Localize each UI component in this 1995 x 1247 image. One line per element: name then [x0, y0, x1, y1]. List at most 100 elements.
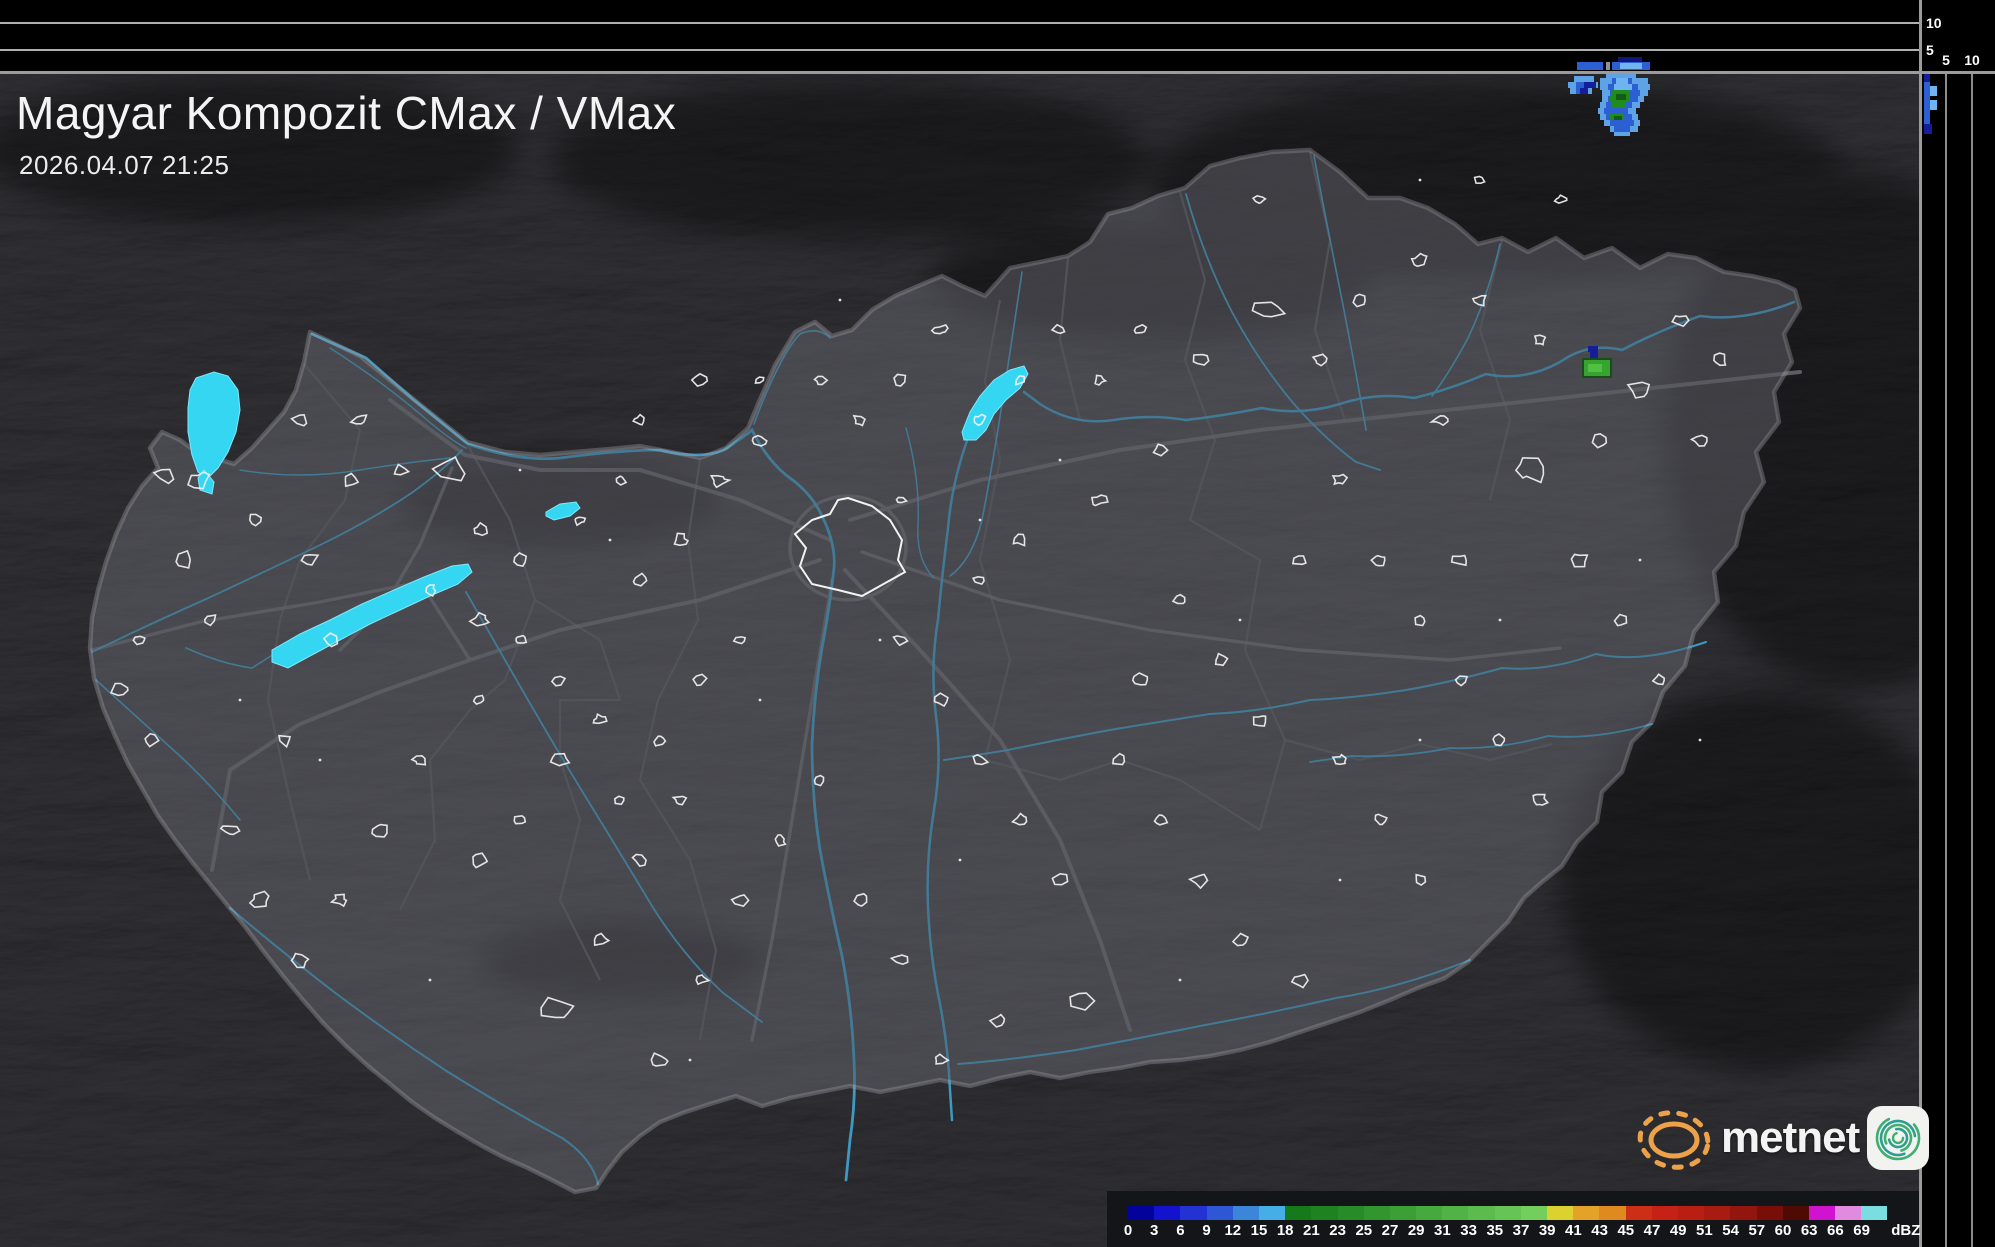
radar-echo-cell — [1614, 84, 1632, 90]
settlement-outline — [175, 549, 192, 569]
legend-cell — [1363, 1206, 1390, 1220]
radar-echo-cell — [1590, 352, 1598, 358]
settlement-outline — [852, 414, 867, 427]
settlement-outline — [473, 521, 489, 537]
legend-tick-label: 15 — [1250, 1222, 1268, 1239]
legend-tick-label: 35 — [1486, 1222, 1504, 1239]
settlement-outline — [653, 735, 667, 747]
settlement-outline — [1331, 473, 1349, 486]
radar-echo-cell — [1588, 364, 1602, 372]
settlement-outline — [1012, 533, 1026, 547]
legend-cell — [1835, 1206, 1862, 1220]
settlement-outline — [203, 614, 217, 627]
settlement-outline — [1069, 992, 1096, 1011]
settlement-outline — [349, 414, 368, 425]
settlement-outline — [632, 413, 645, 426]
legend-cell — [1599, 1206, 1626, 1220]
settlement-dot — [878, 638, 882, 642]
settlement-outline — [1050, 323, 1066, 335]
radar-echo-cell — [1614, 116, 1622, 120]
radar-echo-cell — [1620, 63, 1642, 69]
settlement-outline — [1591, 432, 1608, 449]
settlement-dot — [838, 298, 842, 302]
settlement-outline — [1331, 753, 1347, 766]
settlement-outline — [813, 375, 829, 386]
legend-tick-label: 21 — [1303, 1222, 1320, 1239]
legend-cell — [1442, 1206, 1469, 1220]
legend-cell — [1232, 1206, 1259, 1220]
legend-cell — [1389, 1206, 1417, 1220]
lake-balaton — [271, 563, 473, 669]
legend-tick-label: 37 — [1512, 1222, 1530, 1239]
legend-cell — [1468, 1206, 1495, 1220]
settlement-outline — [631, 853, 647, 867]
legend-cell — [1730, 1206, 1757, 1220]
settlement-outline — [1471, 294, 1487, 307]
settlement-outline — [322, 632, 339, 648]
radar-echo-cell — [1612, 90, 1630, 96]
settlement-outline — [1570, 553, 1589, 568]
settlement-outline — [1251, 195, 1267, 205]
settlement-outline — [1553, 194, 1568, 204]
settlement-outline — [1689, 434, 1708, 447]
legend-tick-label: 18 — [1276, 1222, 1294, 1239]
settlement-dot — [1638, 558, 1642, 562]
settlement-outline — [709, 474, 732, 489]
settlement-dot — [978, 518, 982, 522]
radar-echo-cell — [1616, 94, 1626, 100]
outside-country-shade — [0, 73, 1919, 1247]
settlement-outline — [930, 324, 949, 335]
legend-tick-label: 69 — [1853, 1222, 1870, 1239]
right-axis-label-10: 10 — [1964, 52, 1980, 68]
settlement-outline — [1492, 733, 1506, 747]
settlement-outline — [1112, 752, 1126, 766]
settlement-outline — [1133, 323, 1148, 334]
settlement-outline — [1713, 352, 1727, 367]
settlement-outline — [1214, 652, 1229, 667]
right-axis-label-5: 5 — [1942, 52, 1950, 68]
radar-echo-cell — [1606, 62, 1610, 70]
legend-tick-label: 45 — [1617, 1222, 1635, 1239]
settlement-dot — [1418, 738, 1422, 742]
settlement-outline — [1450, 554, 1468, 567]
settlement-outline — [754, 376, 765, 384]
right-panel-separator — [1919, 0, 1922, 1247]
settlement-dot — [428, 978, 432, 982]
legend-cell — [1651, 1206, 1678, 1220]
radar-echo-right-projection — [1924, 74, 1937, 134]
cross-section-top-panel — [0, 0, 1919, 71]
settlement-outline — [893, 373, 907, 387]
settlement-outline — [1414, 614, 1426, 627]
lake-ferto — [187, 371, 241, 479]
settlement-outline — [973, 413, 987, 427]
cross-section-right-panel — [1922, 0, 1995, 1247]
settlement-outline — [1090, 494, 1109, 507]
map-canvas — [0, 73, 1919, 1247]
settlement-outline — [300, 553, 320, 566]
settlement-outline — [971, 575, 985, 586]
radar-echo-cell — [1580, 88, 1588, 94]
settlement-dot — [688, 1058, 692, 1062]
radar-echo-cell — [1924, 124, 1932, 134]
settlement-outline — [892, 635, 909, 647]
top-axis-label-10: 10 — [1926, 15, 1942, 31]
legend-cell — [1337, 1206, 1364, 1220]
radar-echo-cell — [1574, 76, 1594, 82]
legend-cell — [1285, 1206, 1312, 1220]
settlement-outline — [1311, 353, 1328, 367]
legend-cell — [1677, 1206, 1705, 1220]
settlement-outline — [290, 952, 310, 969]
radar-echo-cell — [1924, 82, 1930, 124]
settlement-dot — [318, 758, 322, 762]
lake-velence — [545, 501, 581, 521]
legend-color-bar — [1128, 1206, 1888, 1220]
legend-tick-label: 60 — [1774, 1222, 1792, 1239]
legend-cell — [1861, 1206, 1888, 1220]
radar-echo-cell — [1924, 74, 1930, 82]
settlement-outline — [1014, 374, 1025, 386]
settlement-dot — [1698, 738, 1702, 742]
settlement-outline — [1429, 414, 1449, 427]
settlement-outline — [472, 694, 485, 706]
settlement-outline — [431, 456, 466, 482]
